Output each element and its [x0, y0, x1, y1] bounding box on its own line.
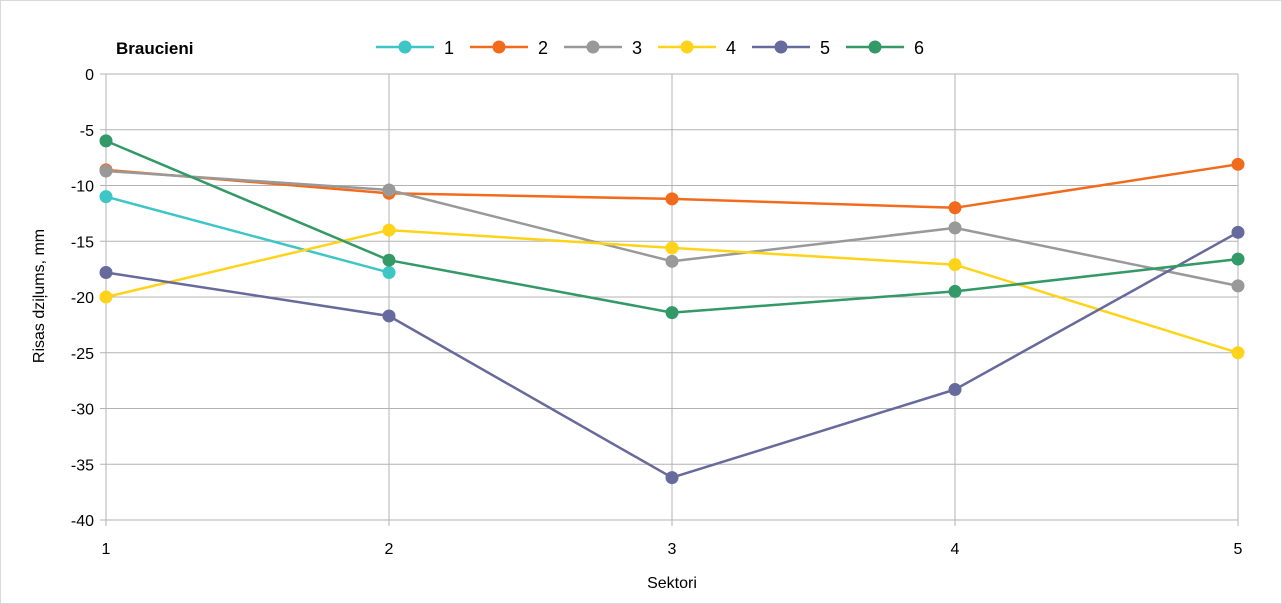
legend-item-4: 4	[658, 38, 736, 58]
data-point	[382, 223, 396, 237]
data-point	[948, 201, 962, 215]
legend: 1 2 3 4 5 6	[376, 38, 924, 58]
series-6	[99, 134, 1245, 320]
series-line-1	[105, 195, 390, 274]
data-point	[382, 265, 396, 279]
legend-label: 3	[632, 38, 642, 58]
y-tick-label: -10	[71, 179, 94, 196]
legend-marker	[868, 40, 882, 54]
series-3	[99, 164, 1245, 293]
y-axis-title: Risas dziļums, mm	[31, 229, 48, 363]
data-point	[99, 164, 113, 178]
data-point	[665, 241, 679, 255]
legend-label: 5	[820, 38, 830, 58]
series-4	[99, 223, 1245, 360]
data-point	[665, 471, 679, 485]
legend-item-3: 3	[564, 38, 642, 58]
y-tick-label: -30	[71, 402, 94, 419]
data-point	[948, 284, 962, 298]
x-tick-labels: 1 2 3 4 5	[102, 541, 1243, 558]
legend-item-2: 2	[470, 38, 548, 58]
data-point	[1231, 225, 1245, 239]
legend-marker	[398, 40, 412, 54]
y-tick-label: -25	[71, 346, 94, 363]
data-point	[948, 383, 962, 397]
series-5	[99, 225, 1245, 485]
legend-marker	[586, 40, 600, 54]
legend-item-1: 1	[376, 38, 454, 58]
data-point	[99, 290, 113, 304]
data-point	[665, 306, 679, 320]
data-point	[1231, 252, 1245, 266]
y-tick-labels: 0 -5 -10 -15 -20 -25 -30 -35 -40	[71, 67, 94, 530]
x-tick-label: 1	[102, 541, 111, 558]
series-group	[99, 134, 1245, 485]
y-tick-label: -35	[71, 457, 94, 474]
data-point	[99, 265, 113, 279]
data-point	[382, 183, 396, 197]
data-point	[665, 192, 679, 206]
data-point	[1231, 346, 1245, 360]
data-point	[99, 190, 113, 204]
x-tick-label: 2	[385, 541, 394, 558]
y-tick-label: -40	[71, 513, 94, 530]
series-1	[99, 190, 396, 279]
data-point	[665, 254, 679, 268]
y-tick-label: -20	[71, 290, 94, 307]
x-tick-label: 3	[668, 541, 677, 558]
legend-item-5: 5	[752, 38, 830, 58]
x-tick-label: 4	[951, 541, 960, 558]
legend-title: Braucieni	[116, 39, 193, 58]
legend-marker	[774, 40, 788, 54]
data-point	[382, 253, 396, 267]
y-tick-label: -15	[71, 234, 94, 251]
legend-item-6: 6	[846, 38, 924, 58]
x-axis-title: Sektori	[647, 575, 697, 592]
y-tick-label: 0	[85, 67, 94, 84]
legend-label: 1	[444, 38, 454, 58]
data-point	[1231, 157, 1245, 171]
data-point	[948, 221, 962, 235]
data-point	[99, 134, 113, 148]
legend-label: 4	[726, 38, 736, 58]
y-tick-label: -5	[80, 123, 94, 140]
data-point	[382, 309, 396, 323]
data-point	[948, 258, 962, 272]
legend-label: 2	[538, 38, 548, 58]
legend-marker	[492, 40, 506, 54]
x-tick-label: 5	[1234, 541, 1243, 558]
data-point	[1231, 279, 1245, 293]
legend-label: 6	[914, 38, 924, 58]
legend-marker	[680, 40, 694, 54]
